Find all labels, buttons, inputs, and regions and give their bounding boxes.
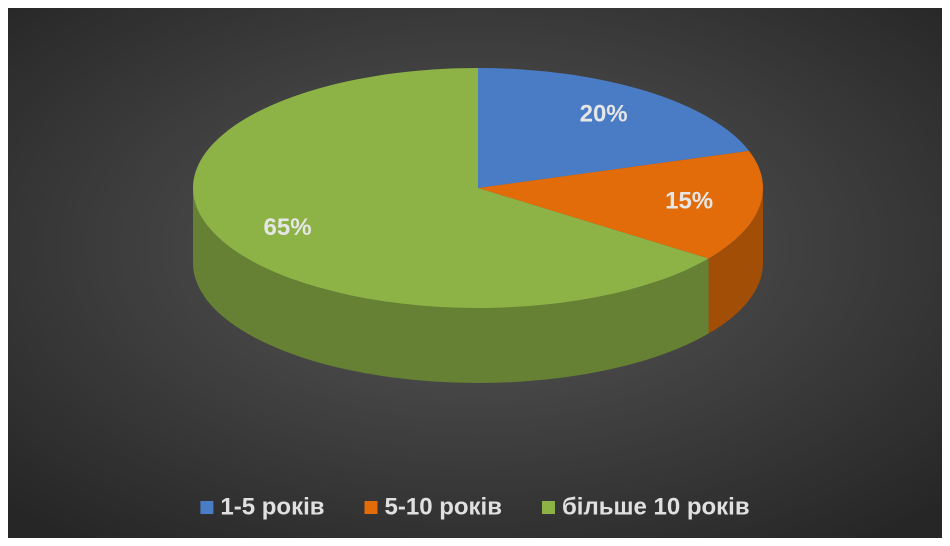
slice (193, 68, 709, 309)
data-label: 65% (264, 214, 312, 241)
legend-swatch (364, 501, 378, 514)
slice-side (708, 188, 763, 334)
slice (478, 150, 763, 259)
slice-side (193, 188, 709, 383)
legend-swatch (541, 501, 555, 514)
legend-label: 5-10 років (385, 493, 502, 520)
legend-label: більше 10 років (562, 493, 750, 520)
legend-swatch (200, 501, 214, 514)
pie: 20% 15% 65% (193, 68, 763, 383)
legend-label: 1-5 років (220, 493, 324, 520)
data-label: 20% (580, 101, 628, 128)
data-label: 15% (665, 187, 713, 214)
slice (478, 68, 750, 188)
legend: 1-5 років 5-10 років більше 10 років (200, 493, 750, 520)
